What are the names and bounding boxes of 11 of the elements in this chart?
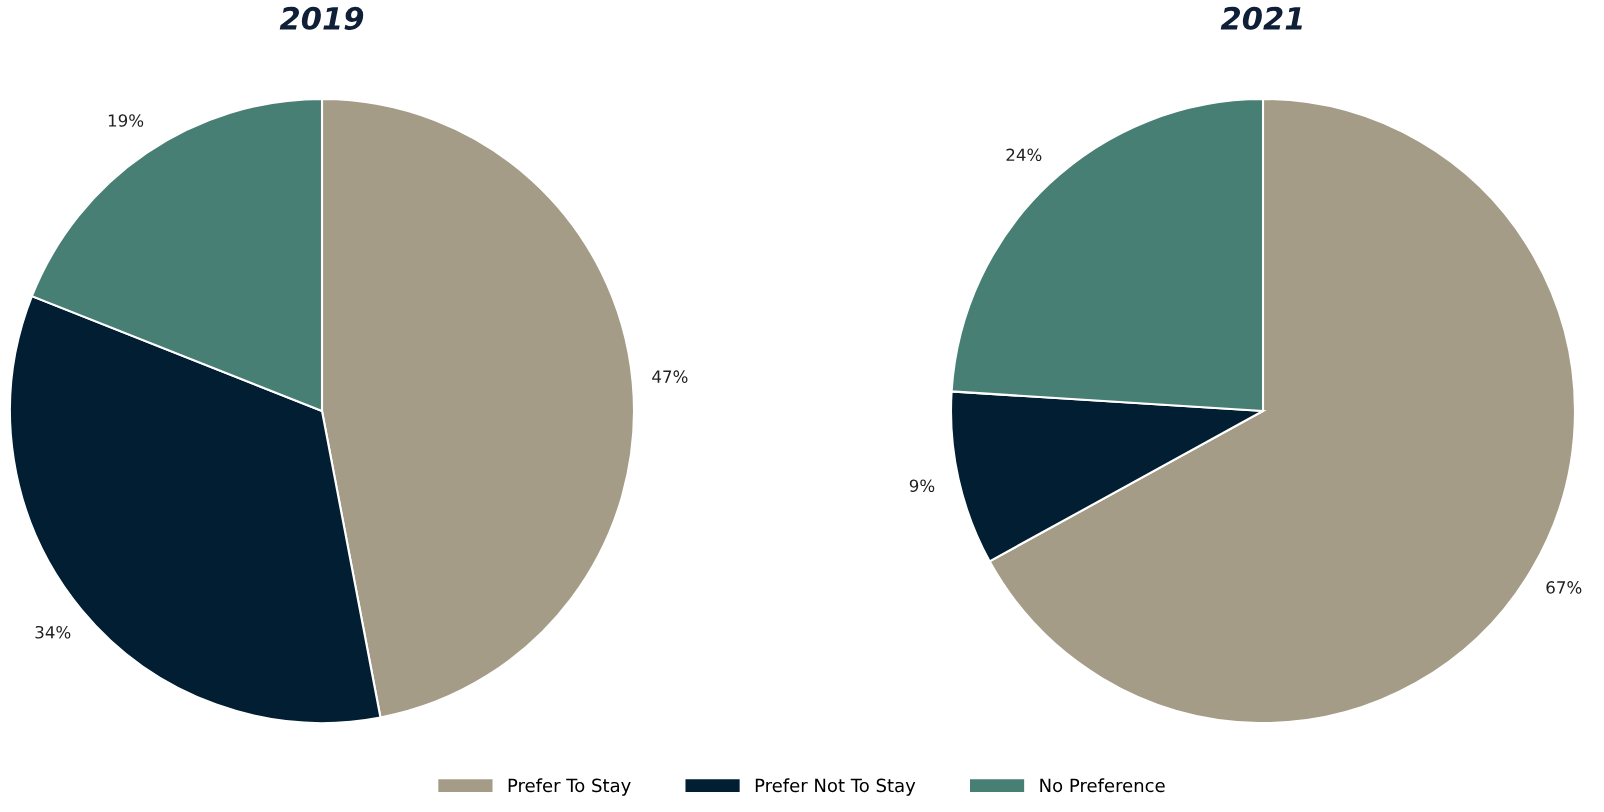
data-label: 19% (108, 114, 144, 127)
data-label: 67% (1546, 581, 1582, 594)
data-label: 9% (909, 479, 935, 493)
data-label: 24% (1006, 148, 1042, 162)
legend-label: No Preference (1040, 778, 1165, 793)
legend-label: Prefer To Stay (508, 778, 631, 796)
slice-label: 2021 (1220, 6, 1302, 30)
legend-label: Prefer Not To Stay (755, 778, 916, 796)
data-label: 34% (35, 625, 71, 639)
slice-label: 2019 (279, 6, 364, 30)
data-label: 47% (652, 370, 688, 383)
